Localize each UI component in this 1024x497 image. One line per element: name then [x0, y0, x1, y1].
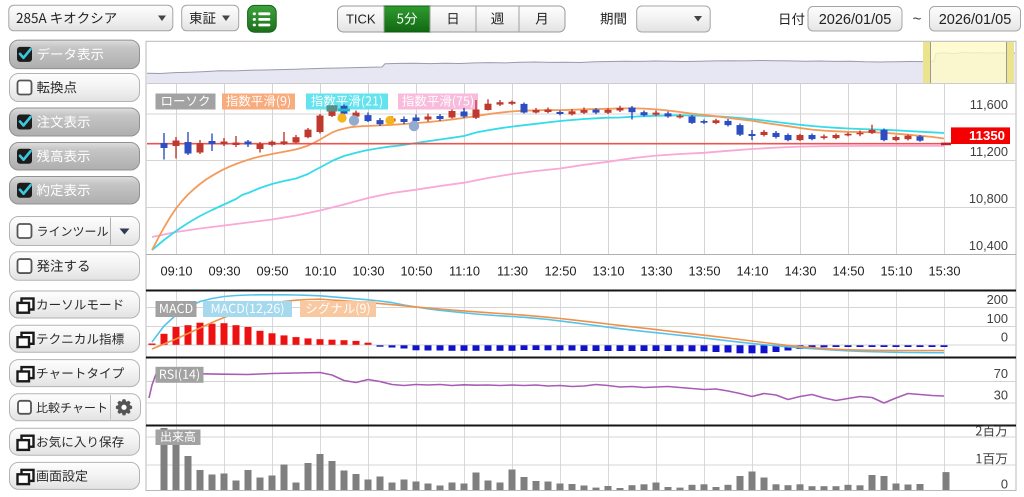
- svg-text:2026/01/05: 2026/01/05: [819, 12, 892, 28]
- svg-text:14:50: 14:50: [832, 264, 864, 279]
- svg-text:11:10: 11:10: [449, 264, 480, 279]
- svg-text:TICK: TICK: [346, 12, 376, 27]
- svg-text:15:10: 15:10: [880, 264, 912, 279]
- svg-text:10:50: 10:50: [400, 264, 432, 279]
- svg-text:09:30: 09:30: [208, 264, 240, 279]
- svg-text:200: 200: [987, 292, 1008, 307]
- svg-text:10:30: 10:30: [352, 264, 384, 279]
- svg-text:14:10: 14:10: [736, 264, 768, 279]
- svg-text:15:30: 15:30: [928, 264, 960, 279]
- svg-text:10,800: 10,800: [969, 191, 1008, 206]
- svg-text:13:50: 13:50: [688, 264, 720, 279]
- svg-text:100: 100: [987, 311, 1008, 326]
- svg-text:0: 0: [1001, 477, 1008, 492]
- svg-text:11,200: 11,200: [970, 144, 1008, 159]
- svg-text:2026/01/05: 2026/01/05: [939, 12, 1012, 28]
- svg-text:30: 30: [994, 387, 1008, 402]
- svg-text:10,400: 10,400: [969, 238, 1008, 253]
- svg-text:12:50: 12:50: [544, 264, 576, 279]
- svg-text:0: 0: [1001, 330, 1008, 345]
- svg-text:09:10: 09:10: [160, 264, 192, 279]
- svg-text:11:30: 11:30: [497, 264, 528, 279]
- svg-text:13:30: 13:30: [640, 264, 672, 279]
- svg-text:13:10: 13:10: [592, 264, 624, 279]
- svg-text:11350: 11350: [969, 128, 1005, 143]
- svg-text:~: ~: [913, 11, 922, 28]
- svg-text:10:10: 10:10: [304, 264, 336, 279]
- svg-text:70: 70: [994, 366, 1008, 381]
- svg-text:14:30: 14:30: [784, 264, 816, 279]
- svg-text:11,600: 11,600: [970, 97, 1008, 112]
- svg-text:09:50: 09:50: [256, 264, 288, 279]
